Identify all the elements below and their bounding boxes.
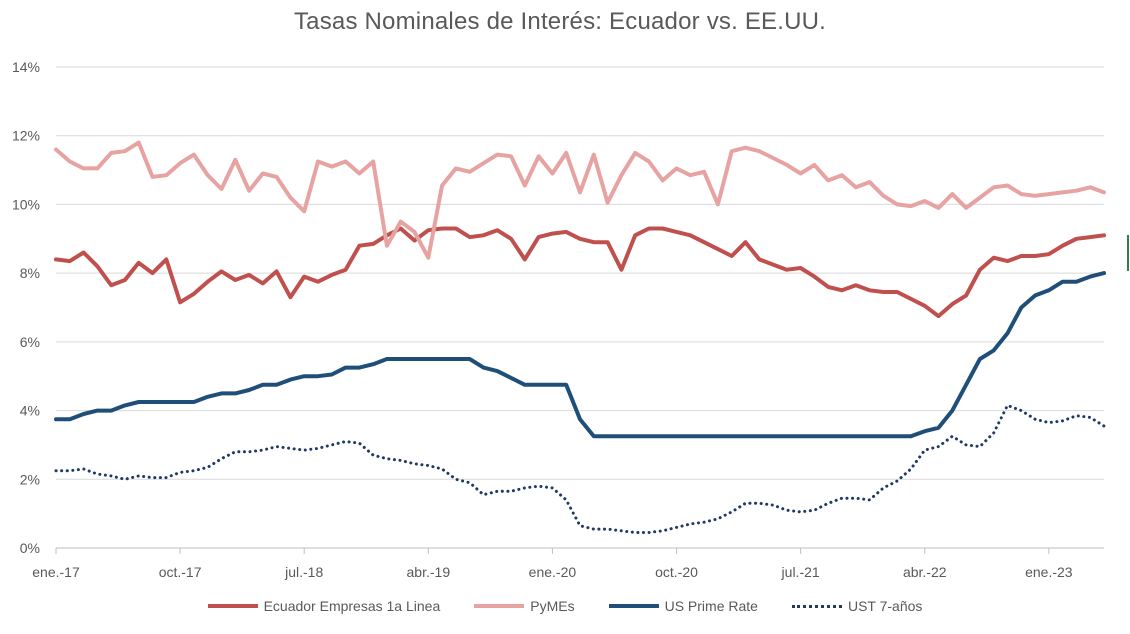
x-tick-label: oct.-20 — [655, 564, 698, 580]
legend-item-4: UST 7-años — [791, 598, 923, 614]
x-tick-label: abr.-22 — [903, 564, 947, 580]
series-line-1 — [54, 226, 1106, 319]
legend-label: Ecuador Empresas 1a Linea — [263, 598, 441, 614]
y-tick-label: 8% — [20, 265, 40, 281]
legend-item-3: US Prime Rate — [608, 598, 758, 614]
legend-swatch — [608, 604, 659, 608]
x-axis: ene.-17 oct.-17 jul.-18 abr.-19 ene.-20 oct.-… — [32, 547, 1104, 580]
window-edge-marker — [1127, 235, 1129, 271]
y-tick-label: 2% — [20, 471, 40, 487]
legend-item-1: Ecuador Empresas 1a Linea — [207, 598, 441, 614]
chart-title: Tasas Nominales de Interés: Ecuador vs. … — [293, 8, 827, 35]
y-tick-label: 14% — [12, 59, 40, 75]
legend-swatch — [474, 604, 525, 608]
series-line-4 — [54, 403, 1106, 534]
series-lines — [54, 140, 1106, 534]
legend-label: US Prime Rate — [664, 598, 758, 614]
x-tick-label: ene.-17 — [32, 564, 80, 580]
x-tick-label: jul.-18 — [284, 564, 323, 580]
x-tick-label: abr.-19 — [407, 564, 451, 580]
y-axis-tick-labels: 0% 2% 4% 6% 8% 10% 12% 14% — [12, 59, 40, 556]
x-tick-label: ene.-23 — [1025, 564, 1073, 580]
legend-swatch — [207, 604, 258, 608]
x-tick-label: ene.-20 — [529, 564, 577, 580]
y-tick-label: 0% — [20, 540, 40, 556]
x-tick-label: oct.-17 — [159, 564, 202, 580]
legend-label: UST 7-años — [847, 598, 923, 614]
x-tick-label: jul.-21 — [781, 564, 820, 580]
series-line-2 — [54, 140, 1106, 260]
legend-label: PyMEs — [530, 598, 575, 614]
y-tick-label: 10% — [12, 196, 40, 212]
legend-item-2: PyMEs — [474, 598, 575, 614]
legend-swatch — [791, 604, 842, 608]
y-tick-label: 12% — [12, 128, 40, 144]
y-tick-label: 4% — [20, 403, 40, 419]
legend: Ecuador Empresas 1a Linea PyMEs US Prime R… — [0, 598, 1130, 614]
y-tick-label: 6% — [20, 334, 40, 350]
series-line-3 — [54, 271, 1106, 439]
